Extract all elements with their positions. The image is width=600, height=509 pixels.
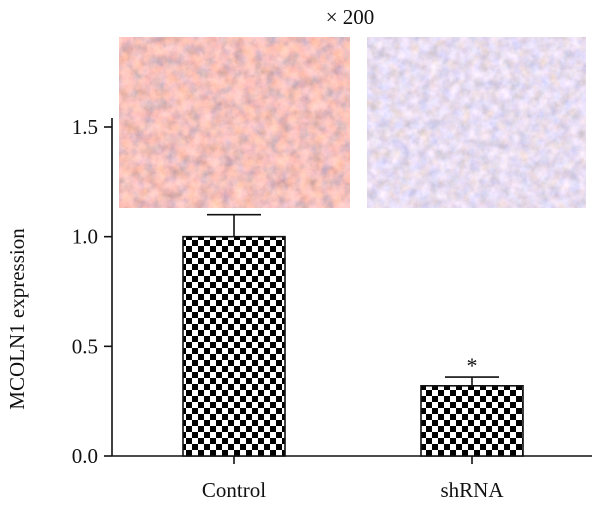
y-tick-label: 1.5 [72,115,98,139]
bars: * [182,213,524,457]
x-tick-label: Control [202,478,266,502]
y-ticks: 0.0 0.5 1.0 1.5 [72,115,112,468]
y-tick-label: 0.5 [72,334,98,358]
y-tick-label: 0.0 [72,444,98,468]
micrograph-inset: × 200 [119,5,586,208]
y-axis-title: MCOLN1 expression [5,228,29,410]
x-ticks: Control shRNA [202,456,504,502]
bar-shrna [420,385,524,457]
significance-marker: * [467,353,478,378]
bar-control [182,235,286,457]
shrna-micrograph [367,37,586,208]
x-tick-label: shRNA [440,478,504,502]
control-micrograph [119,37,350,208]
y-tick-label: 1.0 [72,225,98,249]
magnification-label: × 200 [326,5,375,29]
